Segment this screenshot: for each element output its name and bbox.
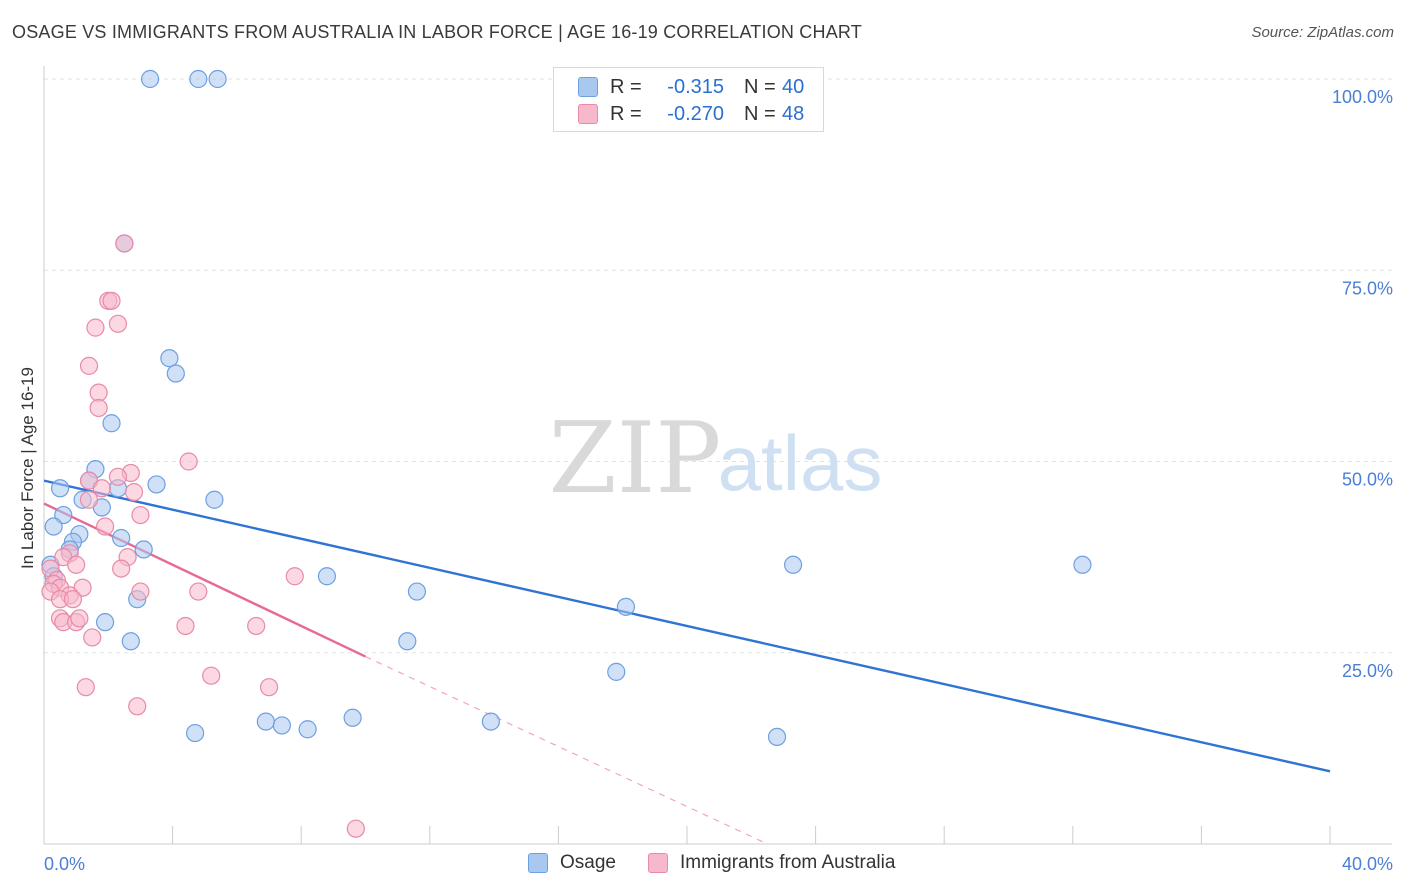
osage-point xyxy=(134,540,153,559)
chart-title: OSAGE VS IMMIGRANTS FROM AUSTRALIA IN LA… xyxy=(12,22,862,42)
osage-point xyxy=(317,567,337,586)
osage-point xyxy=(205,490,224,509)
osage-point xyxy=(121,632,140,651)
osage-point xyxy=(186,723,205,743)
australia-point xyxy=(124,483,144,502)
y-axis-label: In Labor Force | Age 16-19 xyxy=(18,367,37,569)
osage-point xyxy=(208,69,227,89)
osage-point xyxy=(95,613,115,632)
australia-point xyxy=(202,666,221,685)
watermark-atlas: atlas xyxy=(718,419,883,507)
australia-point xyxy=(115,234,134,253)
n-value: 48 xyxy=(782,102,805,125)
stats-legend: R = -0.315 N = 40 R = -0.270 N = 48 xyxy=(553,67,824,132)
n-value: 40 xyxy=(782,75,805,98)
australia-point xyxy=(95,517,115,536)
legend-item-australia: Immigrants from Australia xyxy=(648,852,895,874)
osage-point xyxy=(272,716,292,735)
osage-point xyxy=(50,479,70,498)
australia-point xyxy=(108,314,128,333)
osage-point xyxy=(166,364,185,383)
osage-point xyxy=(256,712,275,731)
source-label: Source: ZipAtlas.com xyxy=(1251,24,1394,41)
data-points xyxy=(41,69,1092,838)
australia-point xyxy=(79,490,99,509)
osage-point xyxy=(147,475,166,494)
australia-point xyxy=(86,318,105,337)
n-label: N = xyxy=(744,102,776,125)
y-tick-label: 50.0% xyxy=(1342,470,1393,490)
osage-point xyxy=(616,597,636,616)
osage-legend-swatch xyxy=(528,853,548,873)
osage-point xyxy=(298,720,317,739)
r-value: -0.270 xyxy=(667,102,724,125)
australia-point xyxy=(67,555,86,574)
osage-point xyxy=(112,528,131,548)
watermark-zip: ZIP xyxy=(549,402,722,516)
australia-point xyxy=(63,590,83,609)
x-tick-label-min: 0.0% xyxy=(44,854,85,874)
trendline-australia xyxy=(365,656,768,845)
r-label: R = xyxy=(610,102,642,125)
y-tick-label: 100.0% xyxy=(1332,87,1393,107)
australia-swatch xyxy=(578,104,598,124)
axes xyxy=(43,66,1392,845)
osage-point xyxy=(160,349,179,368)
osage-swatch xyxy=(578,77,598,97)
n-label: N = xyxy=(744,75,776,98)
watermark: ZIP atlas xyxy=(549,402,883,516)
australia-point xyxy=(79,356,99,375)
osage-point xyxy=(140,69,160,89)
osage-point xyxy=(783,555,803,574)
osage-point xyxy=(102,414,121,433)
osage-point xyxy=(407,582,427,601)
legend-row-osage: R = -0.315 N = 40 xyxy=(578,74,804,100)
australia-point xyxy=(89,398,108,418)
osage-point xyxy=(343,708,362,727)
legend-row-australia: R = -0.270 N = 48 xyxy=(578,101,804,127)
osage-point xyxy=(44,517,63,536)
osage-point xyxy=(1073,555,1092,574)
australia-point xyxy=(70,609,89,628)
australia-point xyxy=(92,479,111,498)
australia-point xyxy=(128,697,147,716)
osage-point xyxy=(398,632,417,651)
australia-point xyxy=(131,505,150,525)
australia-point xyxy=(108,467,128,486)
legend-label-osage: Osage xyxy=(560,852,616,873)
grid-lines xyxy=(44,78,1392,654)
osage-point xyxy=(607,662,626,681)
australia-point xyxy=(112,559,131,578)
legend-label-australia: Immigrants from Australia xyxy=(680,852,896,873)
australia-point xyxy=(247,616,266,636)
australia-point xyxy=(89,383,108,402)
australia-point xyxy=(189,582,208,601)
trendlines xyxy=(43,479,1331,845)
osage-point xyxy=(767,727,787,747)
australia-point xyxy=(176,616,195,636)
r-value: -0.315 xyxy=(667,75,724,98)
australia-legend-swatch xyxy=(648,853,668,873)
australia-point xyxy=(285,567,304,586)
r-label: R = xyxy=(610,75,642,98)
australia-point xyxy=(83,628,102,647)
tick-labels: 25.0% 50.0% 75.0% 100.0% 0.0% 40.0% xyxy=(44,87,1393,874)
australia-point xyxy=(179,452,198,471)
legend-item-osage: Osage xyxy=(528,852,616,874)
osage-point xyxy=(189,69,208,89)
australia-point xyxy=(131,582,150,601)
y-tick-label: 25.0% xyxy=(1342,661,1393,681)
x-tick-label-max: 40.0% xyxy=(1342,854,1393,874)
osage-point xyxy=(481,712,500,731)
australia-point xyxy=(259,678,279,697)
y-tick-label: 75.0% xyxy=(1342,278,1393,298)
australia-point xyxy=(76,678,95,697)
trendline-osage xyxy=(43,479,1331,773)
australia-point xyxy=(102,291,121,310)
australia-point xyxy=(346,819,365,838)
